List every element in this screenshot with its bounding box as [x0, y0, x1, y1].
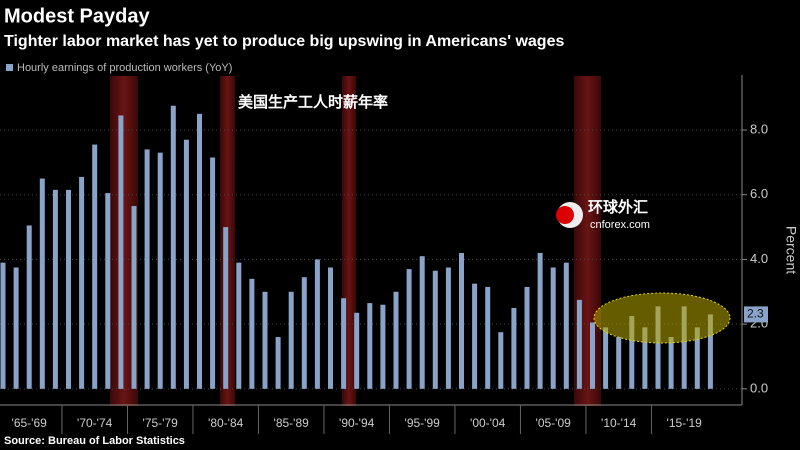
- bar: [432, 270, 438, 389]
- last-value-label: 2.3: [747, 307, 764, 321]
- annotation: 美国生产工人时薪年率: [238, 93, 388, 111]
- bar: [590, 322, 595, 389]
- watermark-logo: [556, 206, 574, 224]
- bar: [537, 252, 543, 389]
- plot: 0.02.04.06.08.0'65-'69'70-'74'75-'79'80-…: [0, 75, 768, 434]
- bar: [210, 157, 216, 389]
- x-tick-label: '10-'14: [601, 416, 637, 430]
- bar: [170, 105, 176, 389]
- bar: [472, 283, 478, 389]
- highlight-ellipse: [593, 292, 731, 344]
- x-tick-label: '70-'74: [77, 416, 113, 430]
- x-tick-label: '65-'69: [12, 416, 48, 430]
- chart-subtitle: Tighter labor market has yet to produce …: [4, 33, 564, 50]
- bar: [314, 259, 320, 389]
- last-value-box: [744, 306, 768, 323]
- bar: [550, 267, 556, 389]
- legend-swatch: [6, 64, 13, 71]
- bar: [79, 176, 85, 389]
- bar: [511, 307, 517, 389]
- bar: [616, 337, 622, 389]
- bar: [576, 299, 582, 389]
- bar: [367, 303, 373, 389]
- x-tick-label: '75-'79: [143, 416, 179, 430]
- bar: [603, 327, 609, 389]
- bar: [92, 144, 98, 389]
- bar: [655, 306, 661, 389]
- bar: [118, 115, 124, 389]
- x-tick-label: '85-'89: [274, 416, 310, 430]
- bar: [131, 206, 137, 389]
- bar: [39, 178, 45, 389]
- x-tick-label: '90-'94: [339, 416, 375, 430]
- bar: [707, 314, 713, 389]
- bar: [694, 327, 700, 389]
- y-tick-label: 0.0: [750, 380, 768, 395]
- bar: [445, 267, 451, 389]
- bar: [105, 193, 111, 389]
- bar: [419, 256, 425, 389]
- bar: [406, 269, 412, 389]
- bar: [629, 316, 635, 389]
- legend-label: Hourly earnings of production workers (Y…: [17, 62, 232, 74]
- chart-title: Modest Payday: [4, 5, 150, 27]
- bar: [223, 227, 229, 389]
- bar: [288, 291, 294, 389]
- y-tick-label: 4.0: [750, 251, 768, 266]
- bar: [393, 291, 399, 389]
- bar: [275, 337, 281, 389]
- bar: [26, 225, 32, 389]
- bar: [681, 306, 687, 389]
- y-tick-label: 6.0: [750, 186, 768, 201]
- bar: [485, 286, 491, 389]
- bar: [380, 304, 386, 389]
- bar: [236, 262, 242, 389]
- bar: [157, 152, 163, 389]
- bar: [328, 267, 333, 389]
- x-tick-label: '05-'09: [536, 416, 572, 430]
- bar: [459, 252, 464, 389]
- bar: [13, 267, 19, 389]
- bar: [183, 139, 189, 389]
- bar: [0, 262, 6, 389]
- bar: [524, 286, 530, 389]
- bar: [249, 278, 255, 389]
- source: Source: Bureau of Labor Statistics: [4, 435, 185, 447]
- watermark-url: cnforex.com: [590, 219, 650, 231]
- bar: [642, 327, 648, 389]
- bar: [563, 262, 569, 389]
- bar: [144, 149, 150, 389]
- bar: [301, 277, 307, 389]
- y-axis-label: Percent: [783, 226, 799, 274]
- bar: [52, 189, 58, 389]
- bar: [66, 189, 71, 389]
- x-tick-label: '15-'19: [667, 416, 703, 430]
- watermark: 环球外汇: [588, 198, 648, 216]
- bar: [498, 332, 504, 389]
- bar: [197, 113, 202, 389]
- bar: [341, 298, 347, 389]
- bar: [668, 337, 674, 389]
- x-tick-label: '80-'84: [208, 416, 244, 430]
- x-tick-label: '95-'99: [405, 416, 441, 430]
- bar: [262, 291, 268, 389]
- x-tick-label: '00-'04: [470, 416, 506, 430]
- bar: [354, 312, 360, 389]
- y-tick-label: 8.0: [750, 121, 768, 136]
